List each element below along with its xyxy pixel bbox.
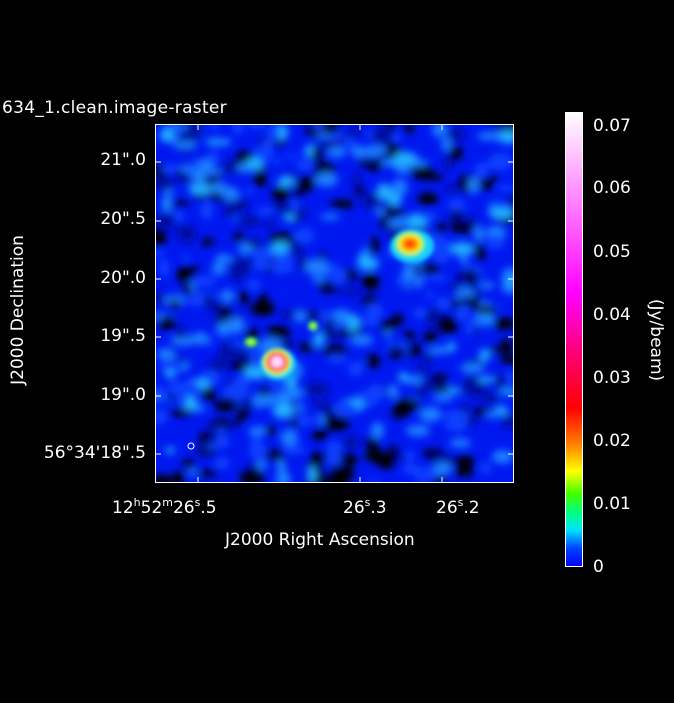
plot-frame: [155, 124, 514, 483]
raster-image[interactable]: [155, 124, 514, 483]
y-tick-label: 19".5: [100, 326, 146, 346]
colorbar-tick-label: 0.04: [593, 305, 631, 325]
x-tick-label: 26s.2: [436, 496, 480, 518]
colorbar-tick-label: 0.01: [593, 494, 631, 514]
colorbar: [565, 112, 583, 567]
y-tick-label: 56°34'18".5: [43, 443, 146, 463]
noise-pattern: [155, 124, 514, 483]
x-axis-label: J2000 Right Ascension: [225, 530, 415, 550]
y-tick-label: 20".0: [100, 268, 146, 288]
colorbar-tick-label: 0.07: [593, 116, 631, 136]
beam-ellipse: [187, 442, 195, 450]
y-axis-label: J2000 Declination: [8, 235, 28, 385]
axis-ticks: [155, 124, 514, 483]
sources: [243, 229, 434, 380]
colorbar-tick-label: 0: [593, 557, 604, 577]
x-tick-label: 26s.3: [343, 496, 387, 518]
colorbar-label: (Jy/beam): [646, 298, 666, 382]
colorbar-tick-label: 0.02: [593, 431, 631, 451]
colorbar-tick-label: 0.05: [593, 242, 631, 262]
x-tick-label: 12h52m26s.5: [112, 496, 217, 518]
plot-title: 634_1.clean.image-raster: [2, 98, 227, 118]
y-tick-label: 21".0: [100, 150, 146, 170]
colorbar-tick-label: 0.03: [593, 368, 631, 388]
colorbar-tick-label: 0.06: [593, 178, 631, 198]
y-tick-label: 19".0: [100, 385, 146, 405]
y-tick-label: 20".5: [100, 209, 146, 229]
